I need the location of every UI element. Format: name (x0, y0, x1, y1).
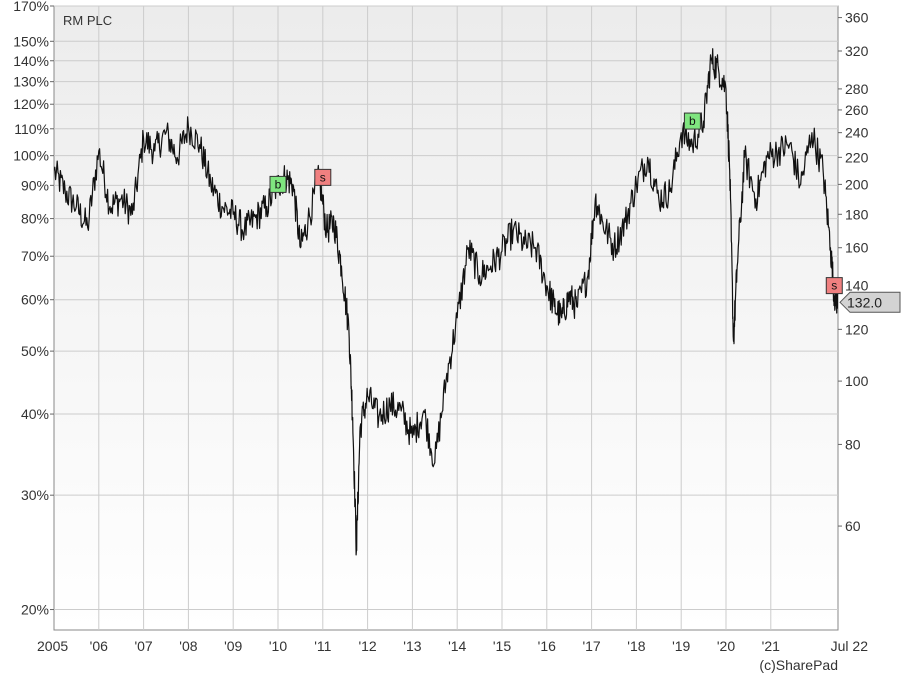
left-tick-label: 140% (13, 53, 49, 69)
price-line (54, 48, 838, 556)
x-tick-label: '13 (403, 638, 421, 654)
right-tick-label: 60 (845, 518, 861, 534)
chart-title: RM PLC (63, 13, 112, 28)
left-tick-label: 90% (21, 177, 49, 193)
x-tick-label: '12 (358, 638, 376, 654)
sell-marker: s (825, 277, 843, 295)
right-tick-label: 320 (845, 43, 869, 59)
left-tick-label: 50% (21, 343, 49, 359)
right-tick-label: 280 (845, 81, 869, 97)
left-tick-label: 30% (21, 487, 49, 503)
right-tick-label: 360 (845, 10, 869, 26)
last-value-box (839, 291, 901, 313)
left-tick-label: 130% (13, 74, 49, 90)
right-tick-label: 180 (845, 206, 869, 222)
left-tick-label: 120% (13, 96, 49, 112)
trade-markers: b s b s (269, 112, 843, 295)
left-tick-label: 70% (21, 248, 49, 264)
left-tick-label: 150% (13, 33, 49, 49)
x-tick-label: '09 (224, 638, 242, 654)
right-tick-label: 120 (845, 321, 869, 337)
left-tick-label: 110% (14, 121, 49, 137)
x-tick-label: '21 (762, 638, 780, 654)
x-tick-label: '07 (134, 638, 152, 654)
x-tick-label: '08 (179, 638, 197, 654)
plot-background (53, 5, 839, 631)
marker-label: b (689, 114, 696, 128)
marker-label: s (320, 170, 326, 184)
right-tick-label: 200 (845, 176, 869, 192)
left-tick-label: 170% (13, 0, 49, 14)
last-value-label: 132.0 (847, 294, 882, 310)
right-tick-label: 220 (845, 149, 869, 165)
grid-lines (54, 5, 838, 630)
right-axis-price: 360 320 280 260 240 220 200 180 160 140 120 100 80 60 (838, 10, 869, 534)
left-tick-label: 60% (21, 292, 49, 308)
right-tick-label: 100 (845, 373, 869, 389)
left-axis-percent: 170% 150% 140% 130% 120% 110% 100% 90% 80% 70% 60%… (13, 0, 54, 618)
x-tick-label: '14 (448, 638, 466, 654)
sell-marker: s (314, 168, 332, 186)
x-tick-label: '10 (269, 638, 287, 654)
x-tick-label: '15 (493, 638, 511, 654)
x-tick-label: '20 (717, 638, 735, 654)
chart-credit: (c)SharePad (759, 657, 838, 673)
last-value-tag: 132.0 (839, 291, 901, 313)
x-tick-label: '18 (627, 638, 645, 654)
x-tick-label: 2005 (37, 638, 68, 654)
left-tick-label: 100% (13, 148, 49, 164)
left-tick-label: 80% (21, 211, 49, 227)
x-tick-label: '06 (90, 638, 108, 654)
marker-box (269, 175, 287, 193)
x-tick-label: Jul 22 (831, 638, 869, 654)
right-tick-label: 160 (845, 240, 869, 256)
right-tick-label: 80 (845, 436, 861, 452)
buy-marker: b (269, 175, 287, 193)
left-tick-label: 20% (21, 602, 49, 618)
x-axis-years: 2005 '06 '07 '08 '09 '10 '11 '12 '13 '14 '15 '16 '17… (37, 638, 868, 654)
left-tick-label: 40% (21, 406, 49, 422)
marker-label: b (275, 177, 282, 191)
right-tick-label: 260 (845, 102, 869, 118)
price-series (54, 48, 838, 556)
marker-label: s (831, 279, 837, 293)
marker-box (314, 168, 332, 186)
marker-box (825, 277, 843, 295)
right-tick-label: 140 (845, 278, 869, 294)
right-tick-label: 240 (845, 125, 869, 141)
x-tick-label: '16 (538, 638, 556, 654)
x-tick-label: '19 (672, 638, 690, 654)
x-tick-label: '11 (314, 638, 331, 654)
x-tick-label: '17 (582, 638, 600, 654)
buy-marker: b (683, 112, 701, 130)
marker-box (683, 112, 701, 130)
